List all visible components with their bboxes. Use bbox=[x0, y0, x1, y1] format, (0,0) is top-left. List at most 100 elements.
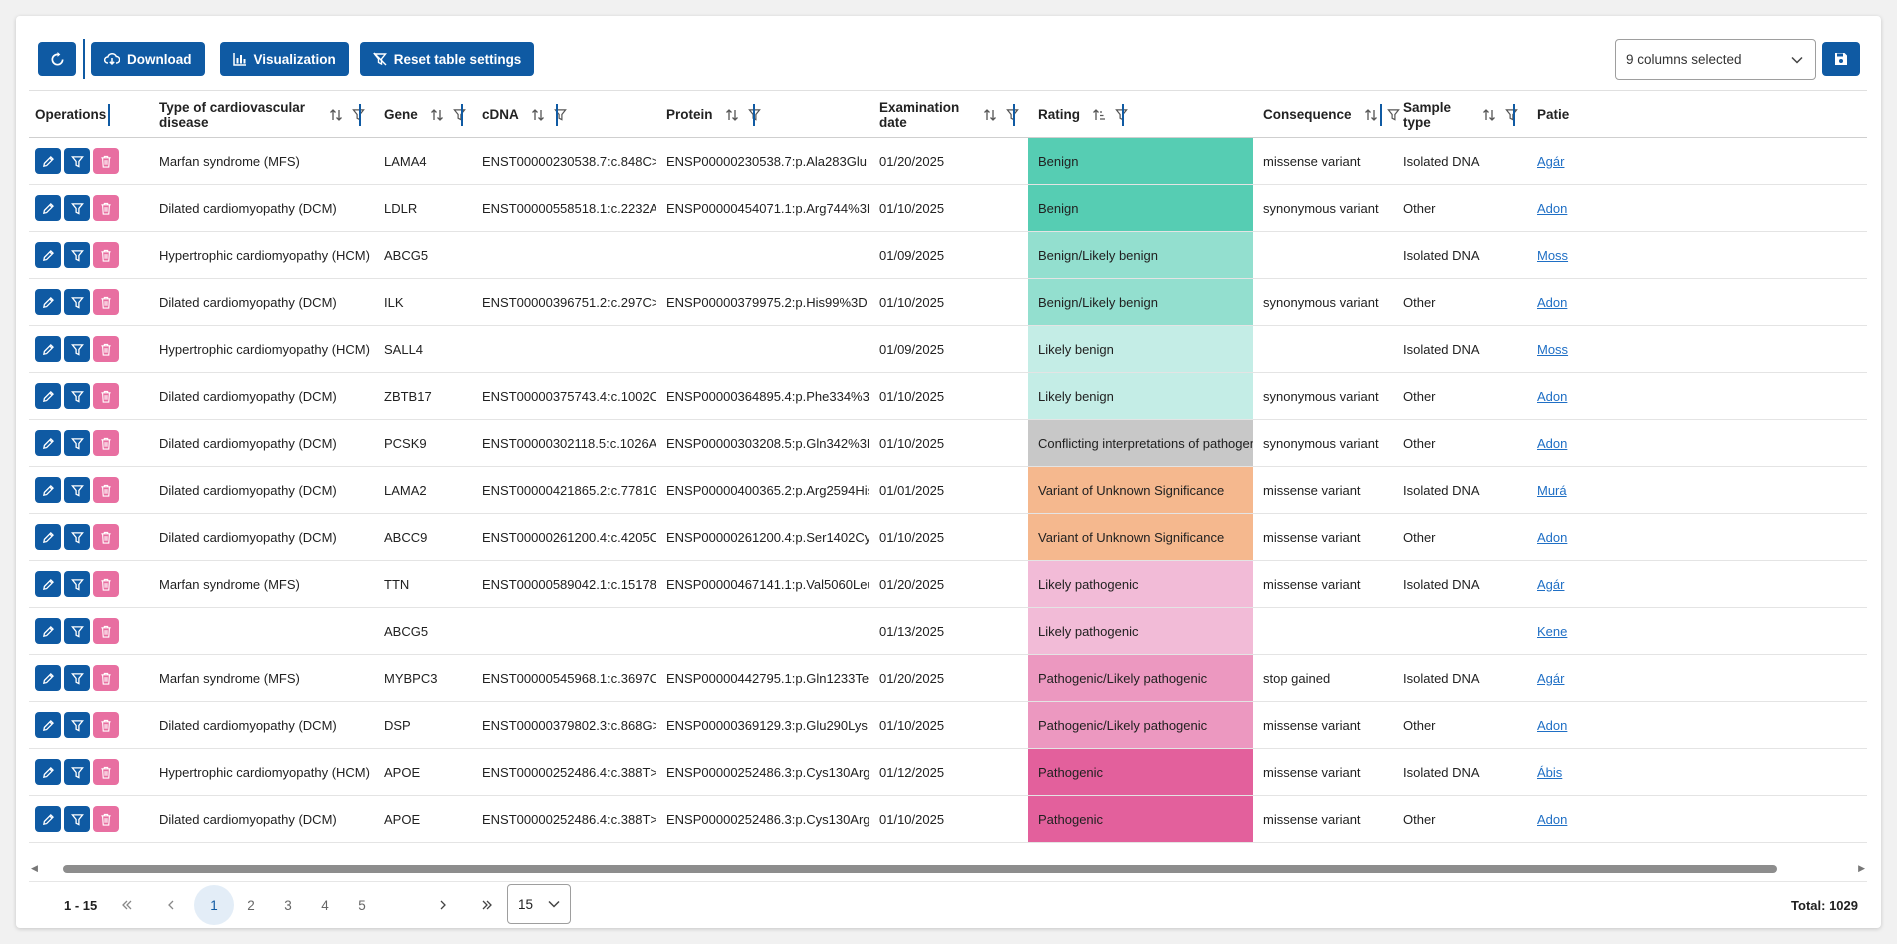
patient-link[interactable]: Adon bbox=[1537, 529, 1568, 545]
column-resize-handle[interactable] bbox=[556, 104, 558, 126]
patient-link[interactable]: Adon bbox=[1537, 811, 1568, 827]
page-button-2[interactable]: 2 bbox=[247, 897, 255, 913]
page-button-4[interactable]: 4 bbox=[321, 897, 329, 913]
save-settings-button[interactable] bbox=[1822, 42, 1860, 76]
filter-row-button[interactable] bbox=[64, 430, 90, 456]
patient-link[interactable]: Adon bbox=[1537, 388, 1568, 404]
delete-row-button[interactable] bbox=[93, 383, 119, 409]
patient-cell[interactable]: Murá bbox=[1527, 467, 1727, 513]
page-button-3[interactable]: 3 bbox=[284, 897, 292, 913]
sort-icon[interactable] bbox=[430, 108, 444, 122]
next-page-button[interactable] bbox=[423, 885, 463, 925]
filter-row-button[interactable] bbox=[64, 336, 90, 362]
delete-row-button[interactable] bbox=[93, 712, 119, 738]
delete-row-button[interactable] bbox=[93, 524, 119, 550]
column-resize-handle[interactable] bbox=[1013, 104, 1015, 126]
patient-cell[interactable]: Agár bbox=[1527, 561, 1727, 607]
delete-row-button[interactable] bbox=[93, 430, 119, 456]
filter-row-button[interactable] bbox=[64, 195, 90, 221]
patient-cell[interactable]: Adon bbox=[1527, 514, 1727, 560]
column-header-consequence[interactable]: Consequence bbox=[1253, 91, 1400, 138]
patient-cell[interactable]: Moss bbox=[1527, 326, 1727, 372]
filter-row-button[interactable] bbox=[64, 477, 90, 503]
patient-cell[interactable]: Adon bbox=[1527, 796, 1727, 842]
sort-ascending-icon[interactable] bbox=[1092, 108, 1106, 122]
edit-row-button[interactable] bbox=[35, 383, 61, 409]
edit-row-button[interactable] bbox=[35, 712, 61, 738]
patient-cell[interactable]: Agár bbox=[1527, 138, 1727, 184]
sort-icon[interactable] bbox=[1482, 108, 1496, 122]
download-button[interactable]: Download bbox=[91, 42, 205, 76]
patient-link[interactable]: Moss bbox=[1537, 341, 1569, 357]
first-page-button[interactable] bbox=[107, 885, 147, 925]
delete-row-button[interactable] bbox=[93, 336, 119, 362]
edit-row-button[interactable] bbox=[35, 571, 61, 597]
column-resize-handle[interactable] bbox=[461, 104, 463, 126]
page-button-1[interactable]: 1 bbox=[194, 885, 234, 925]
horizontal-scrollbar[interactable]: ◀ ▶ bbox=[29, 863, 1867, 873]
patient-link[interactable]: Agár bbox=[1537, 576, 1565, 592]
patient-cell[interactable]: Kene bbox=[1527, 608, 1727, 654]
filter-row-button[interactable] bbox=[64, 712, 90, 738]
filter-row-button[interactable] bbox=[64, 242, 90, 268]
column-header-disease[interactable]: Type of cardiovascular disease bbox=[149, 91, 374, 138]
filter-row-button[interactable] bbox=[64, 148, 90, 174]
filter-row-button[interactable] bbox=[64, 618, 90, 644]
scrollbar-thumb[interactable] bbox=[63, 865, 1777, 873]
column-resize-handle[interactable] bbox=[108, 104, 110, 126]
patient-link[interactable]: Agár bbox=[1537, 153, 1565, 169]
column-header-protein[interactable]: Protein bbox=[656, 91, 869, 138]
refresh-button[interactable] bbox=[38, 42, 76, 76]
column-resize-handle[interactable] bbox=[753, 104, 755, 126]
column-header-sample[interactable]: Sample type bbox=[1393, 91, 1527, 138]
patient-cell[interactable]: Adon bbox=[1527, 702, 1727, 748]
edit-row-button[interactable] bbox=[35, 618, 61, 644]
patient-link[interactable]: Adon bbox=[1537, 294, 1568, 310]
column-resize-handle[interactable] bbox=[1513, 104, 1515, 126]
column-selector[interactable]: 9 columns selected bbox=[1615, 39, 1816, 80]
column-header-gene[interactable]: Gene bbox=[374, 91, 472, 138]
sort-icon[interactable] bbox=[531, 108, 545, 122]
column-header-rating[interactable]: Rating bbox=[1028, 91, 1253, 138]
filter-row-button[interactable] bbox=[64, 806, 90, 832]
patient-cell[interactable]: Agár bbox=[1527, 655, 1727, 701]
delete-row-button[interactable] bbox=[93, 195, 119, 221]
sort-icon[interactable] bbox=[329, 108, 343, 122]
previous-page-button[interactable] bbox=[151, 885, 191, 925]
page-button-5[interactable]: 5 bbox=[358, 897, 366, 913]
patient-link[interactable]: Murá bbox=[1537, 482, 1567, 498]
patient-cell[interactable]: Adon bbox=[1527, 279, 1727, 325]
patient-link[interactable]: Adon bbox=[1537, 200, 1568, 216]
filter-icon[interactable] bbox=[747, 108, 761, 121]
column-resize-handle[interactable] bbox=[1380, 104, 1382, 126]
edit-row-button[interactable] bbox=[35, 665, 61, 691]
edit-row-button[interactable] bbox=[35, 289, 61, 315]
filter-icon[interactable] bbox=[1386, 108, 1400, 121]
sort-icon[interactable] bbox=[1364, 108, 1378, 122]
rows-per-page-select[interactable]: 15 bbox=[507, 884, 571, 924]
sort-icon[interactable] bbox=[983, 108, 997, 122]
edit-row-button[interactable] bbox=[35, 148, 61, 174]
delete-row-button[interactable] bbox=[93, 759, 119, 785]
delete-row-button[interactable] bbox=[93, 148, 119, 174]
delete-row-button[interactable] bbox=[93, 806, 119, 832]
edit-row-button[interactable] bbox=[35, 242, 61, 268]
filter-row-button[interactable] bbox=[64, 665, 90, 691]
edit-row-button[interactable] bbox=[35, 806, 61, 832]
delete-row-button[interactable] bbox=[93, 571, 119, 597]
column-resize-handle[interactable] bbox=[1122, 104, 1124, 126]
patient-cell[interactable]: Adon bbox=[1527, 420, 1727, 466]
filter-row-button[interactable] bbox=[64, 289, 90, 315]
patient-link[interactable]: Adon bbox=[1537, 435, 1568, 451]
column-header-operations[interactable]: Operations bbox=[29, 91, 149, 138]
delete-row-button[interactable] bbox=[93, 289, 119, 315]
patient-cell[interactable]: Adon bbox=[1527, 373, 1727, 419]
delete-row-button[interactable] bbox=[93, 477, 119, 503]
delete-row-button[interactable] bbox=[93, 665, 119, 691]
patient-cell[interactable]: Adon bbox=[1527, 185, 1727, 231]
filter-row-button[interactable] bbox=[64, 524, 90, 550]
patient-link[interactable]: Kene bbox=[1537, 623, 1568, 639]
delete-row-button[interactable] bbox=[93, 618, 119, 644]
patient-cell[interactable]: Moss bbox=[1527, 232, 1727, 278]
patient-link[interactable]: Agár bbox=[1537, 670, 1565, 686]
